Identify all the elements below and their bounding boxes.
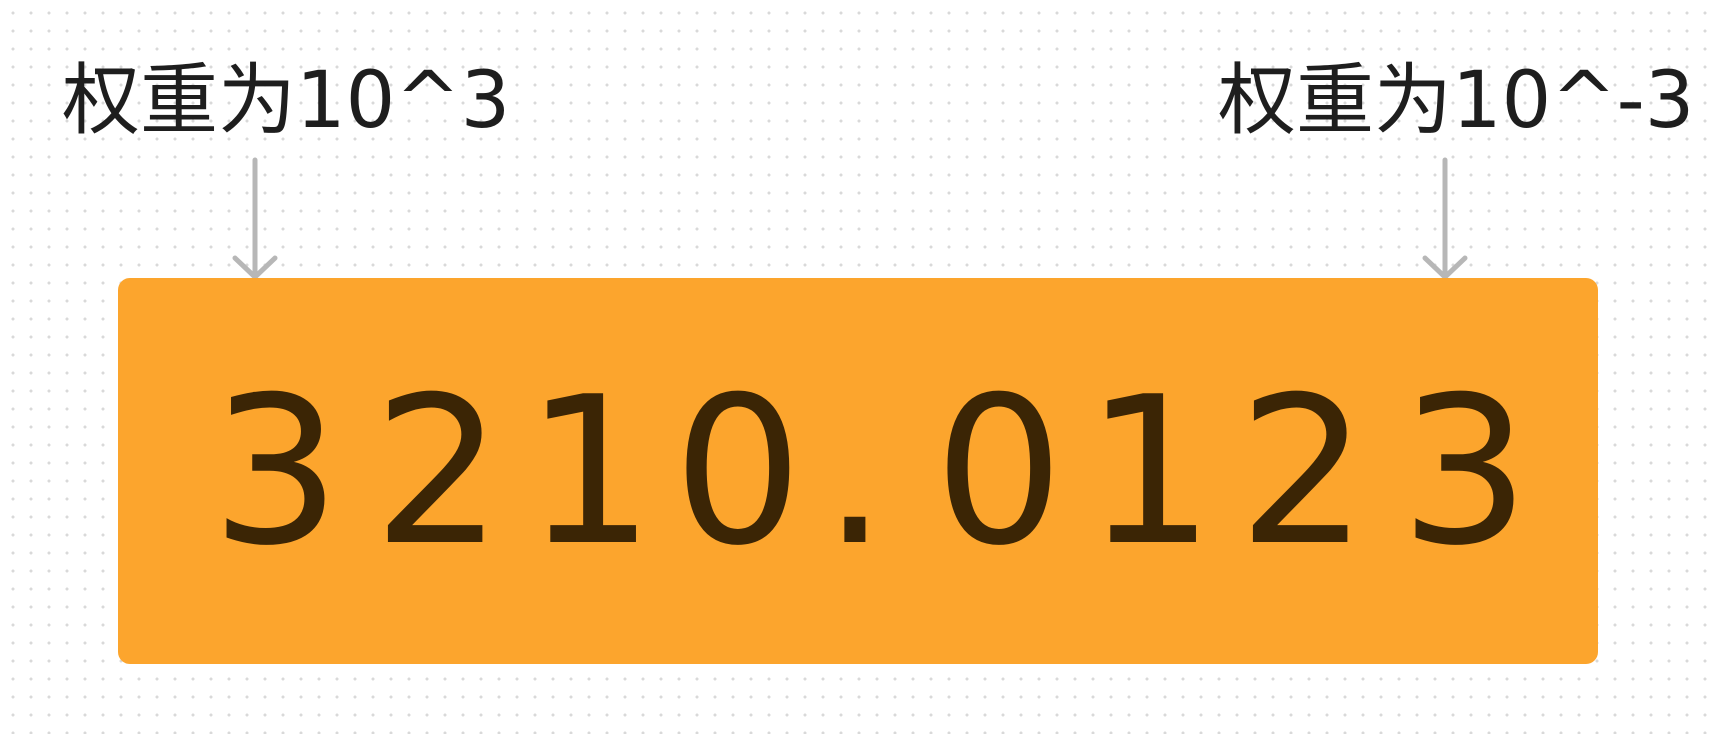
arrow-to-thousands-digit bbox=[232, 157, 278, 280]
number-box: 3 2 1 0 . 0 1 2 3 bbox=[118, 278, 1598, 664]
weight-label-thousands: 权重为10^3 bbox=[62, 56, 511, 146]
digit-hundreds: 2 bbox=[373, 354, 503, 591]
digit-hundredths-2: 2 bbox=[1238, 354, 1368, 591]
digit-thousandths: 3 bbox=[1400, 354, 1530, 591]
digit-hundredths-1: 1 bbox=[1085, 354, 1215, 591]
weight-label-thousandths: 权重为10^-3 bbox=[1218, 56, 1695, 146]
decimal-point: . bbox=[822, 354, 888, 591]
arrow-to-thousandths-digit bbox=[1422, 157, 1468, 280]
digit-tens: 1 bbox=[525, 354, 655, 591]
digit-thousands: 3 bbox=[211, 354, 341, 591]
digit-ones: 0 bbox=[673, 354, 803, 591]
digit-tenths: 0 bbox=[934, 354, 1064, 591]
